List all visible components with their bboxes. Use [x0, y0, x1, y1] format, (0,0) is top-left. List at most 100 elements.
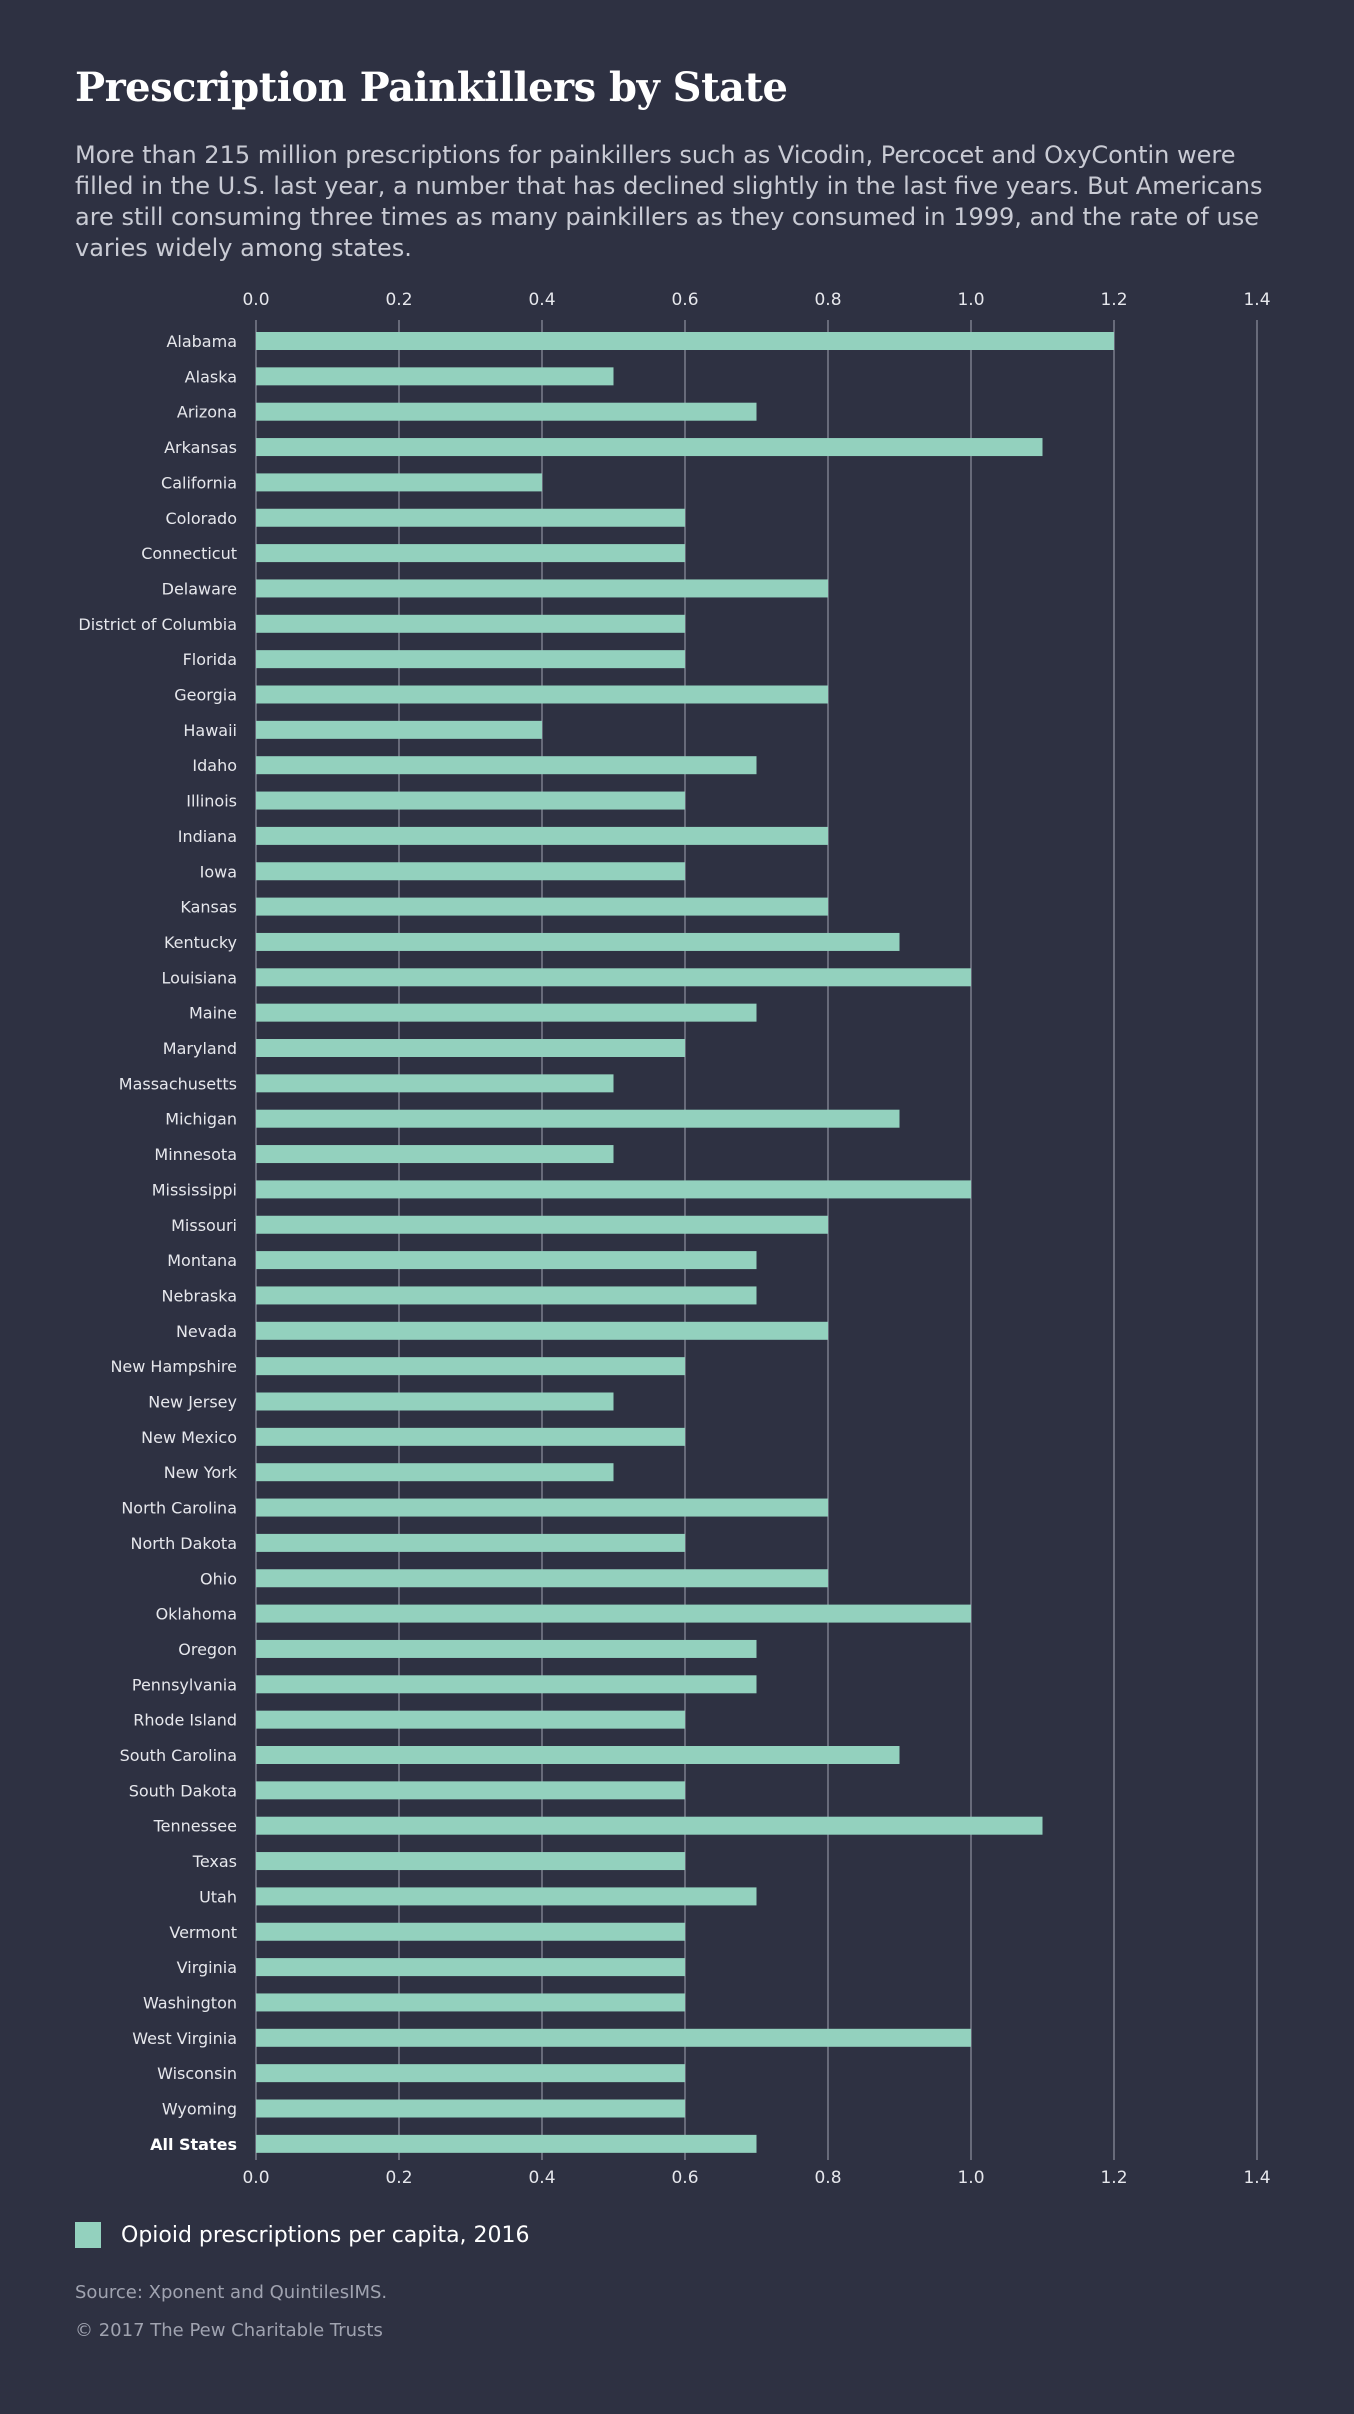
bar	[256, 1251, 757, 1270]
x-tick-label-top: 0.8	[814, 290, 841, 310]
bar	[256, 1993, 685, 2012]
bar	[256, 1887, 757, 1906]
bar	[256, 473, 542, 492]
category-label: Texas	[192, 1852, 237, 1871]
category-label: Utah	[199, 1887, 237, 1906]
category-label: Alaska	[185, 367, 237, 386]
bar	[256, 1569, 828, 1588]
category-label: Kansas	[180, 898, 237, 917]
category-label: New Mexico	[141, 1428, 237, 1447]
bar	[256, 1003, 757, 1022]
x-tick-label-bottom: 0.8	[814, 2168, 841, 2188]
category-label: Illinois	[186, 792, 237, 811]
category-label: Vermont	[169, 1923, 237, 1942]
category-label: California	[161, 473, 237, 492]
category-label: Iowa	[200, 862, 237, 881]
category-label: Virginia	[177, 1958, 237, 1977]
category-label: Oregon	[178, 1640, 237, 1659]
chart-subtitle: More than 215 million prescriptions for …	[75, 141, 1263, 262]
bar	[256, 685, 828, 704]
bar	[256, 2028, 971, 2047]
x-tick-label-top: 0.6	[671, 290, 698, 310]
bar	[256, 1710, 685, 1729]
x-tick-label-top: 0.0	[242, 290, 269, 310]
category-label: Maryland	[163, 1039, 237, 1058]
category-label: Mississippi	[152, 1180, 237, 1199]
bar	[256, 402, 757, 421]
category-label: Idaho	[192, 756, 237, 775]
x-tick-label-top: 1.2	[1100, 290, 1127, 310]
x-tick-label-top: 0.2	[385, 290, 412, 310]
bar	[256, 1286, 757, 1305]
bar	[256, 579, 828, 598]
bar-chart: 0.0 0.0 0.2 0.2 0.4 0.4 0.6 0.6 0.8 0.8 1.0 1.0 1.2 1…	[78, 290, 1270, 2188]
category-label: Colorado	[165, 509, 237, 528]
category-label: Alabama	[166, 332, 237, 351]
category-label: Wyoming	[162, 2100, 237, 2119]
legend-swatch	[75, 2222, 101, 2248]
category-label: Florida	[183, 650, 237, 669]
bar	[256, 756, 757, 775]
category-label: Arkansas	[164, 438, 237, 457]
category-label: Kentucky	[164, 933, 237, 952]
category-label: Hawaii	[183, 721, 237, 740]
bar	[256, 1427, 685, 1446]
category-label: Tennessee	[153, 1817, 237, 1836]
category-label: Massachusetts	[119, 1074, 237, 1093]
bar	[256, 2099, 685, 2118]
category-label: Pennsylvania	[132, 1675, 237, 1694]
bar	[256, 438, 1043, 457]
bar	[256, 1639, 757, 1658]
bar	[256, 1357, 685, 1376]
bar	[256, 2064, 685, 2083]
x-tick-label-bottom: 0.0	[242, 2168, 269, 2188]
category-label: Delaware	[162, 579, 237, 598]
bar	[256, 1321, 828, 1340]
x-tick-label-bottom: 1.2	[1100, 2168, 1127, 2188]
category-label: Nevada	[176, 1322, 237, 1341]
bar	[256, 791, 685, 810]
bar	[256, 826, 828, 845]
bar	[256, 1074, 614, 1093]
bar	[256, 862, 685, 881]
category-label: New Hampshire	[110, 1357, 237, 1376]
category-label: Wisconsin	[157, 2064, 237, 2083]
category-label: South Carolina	[120, 1746, 237, 1765]
bar	[256, 968, 971, 987]
category-label: District of Columbia	[78, 615, 237, 634]
bar	[256, 897, 828, 916]
bar	[256, 650, 685, 669]
bar	[256, 614, 685, 633]
x-tick-label-bottom: 0.4	[528, 2168, 555, 2188]
category-label: Louisiana	[161, 968, 237, 987]
category-label: New Jersey	[148, 1393, 237, 1412]
category-label: Indiana	[178, 827, 237, 846]
x-tick-label-bottom: 1.0	[957, 2168, 984, 2188]
bar	[256, 1852, 685, 1871]
category-label: Nebraska	[162, 1286, 237, 1305]
bar	[256, 1533, 685, 1552]
category-label: Maine	[189, 1004, 237, 1023]
bar	[256, 1145, 614, 1164]
bar	[256, 1109, 900, 1128]
category-label: Arizona	[177, 403, 237, 422]
x-tick-label-bottom: 0.2	[385, 2168, 412, 2188]
bar	[256, 1463, 614, 1482]
copyright-note: © 2017 The Pew Charitable Trusts	[75, 2320, 383, 2341]
bar	[256, 2134, 757, 2153]
bar	[256, 1958, 685, 1977]
bar	[256, 332, 1114, 350]
bar	[256, 932, 900, 951]
category-label: Minnesota	[154, 1145, 237, 1164]
x-tick-label-bottom: 0.6	[671, 2168, 698, 2188]
category-label: South Dakota	[129, 1781, 237, 1800]
category-label: New York	[164, 1463, 238, 1482]
source-note: Source: Xponent and QuintilesIMS.	[75, 2282, 388, 2303]
bar	[256, 1180, 971, 1199]
category-label: Connecticut	[141, 544, 237, 563]
category-label: Ohio	[200, 1569, 237, 1588]
bar	[256, 1392, 614, 1411]
bar	[256, 1039, 685, 1057]
bar	[256, 1498, 828, 1517]
category-label: Rhode Island	[133, 1711, 237, 1730]
